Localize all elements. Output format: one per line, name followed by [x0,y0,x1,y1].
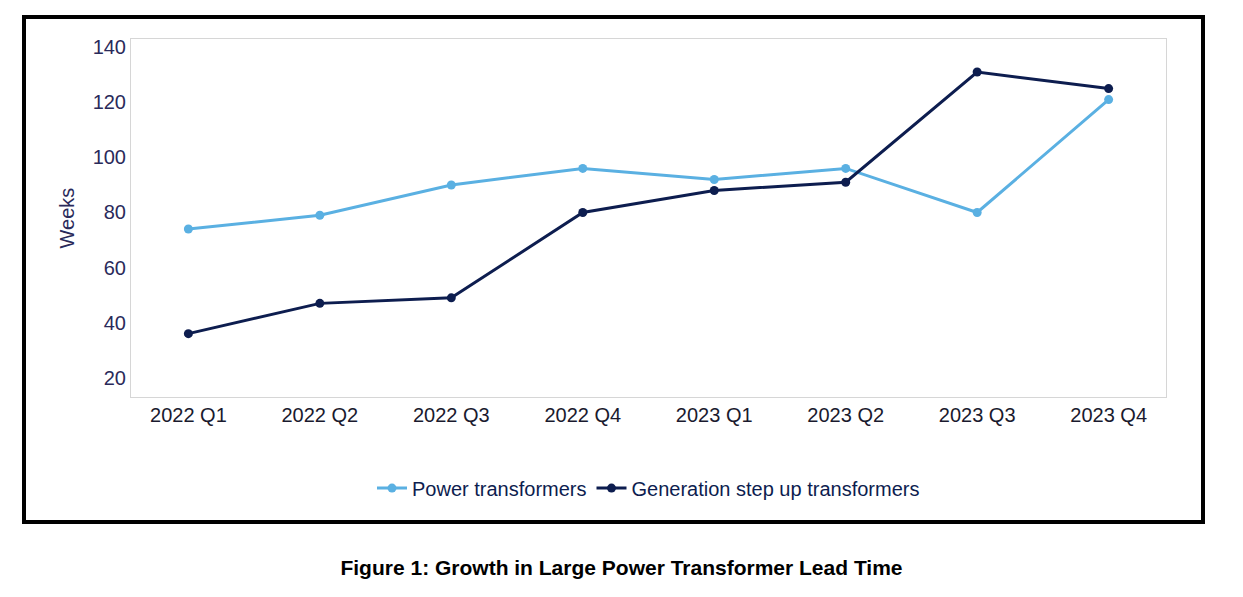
svg-text:Generation step up transformer: Generation step up transformers [632,478,920,500]
svg-text:100: 100 [93,146,126,168]
svg-text:2023 Q2: 2023 Q2 [807,404,884,426]
svg-text:80: 80 [104,201,126,223]
svg-text:40: 40 [104,312,126,334]
svg-text:140: 140 [93,36,126,58]
svg-text:Power transformers: Power transformers [412,478,587,500]
svg-text:2022 Q4: 2022 Q4 [544,404,621,426]
svg-text:20: 20 [104,367,126,389]
svg-text:2023 Q3: 2023 Q3 [939,404,1016,426]
svg-text:2022 Q3: 2022 Q3 [413,404,490,426]
svg-text:Weeks: Weeks [56,188,78,249]
html-text:Figure 1: Growth in Large Powe: Figure 1: Growth in Large Power Transfor… [340,556,903,579]
svg-text:2023 Q1: 2023 Q1 [676,404,753,426]
svg-text:120: 120 [93,91,126,113]
svg-text:2023 Q4: 2023 Q4 [1070,404,1147,426]
svg-text:60: 60 [104,257,126,279]
svg-text:2022 Q1: 2022 Q1 [150,404,227,426]
svg-text:2022 Q2: 2022 Q2 [281,404,358,426]
